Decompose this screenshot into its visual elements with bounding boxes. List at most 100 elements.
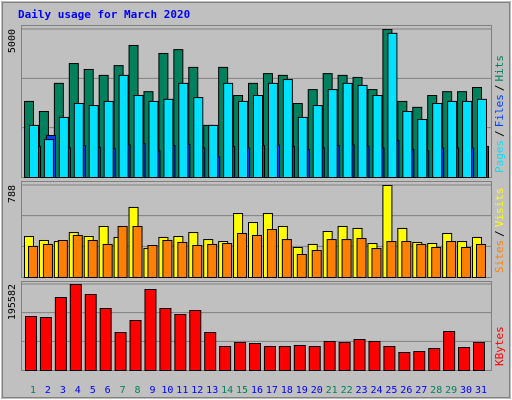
bar	[431, 246, 442, 278]
bar	[208, 124, 219, 178]
chart-title: Daily usage for March 2020	[18, 8, 190, 21]
x-tick-label: 25	[385, 385, 397, 396]
bar	[458, 347, 471, 371]
bar	[99, 308, 112, 371]
bar	[401, 241, 412, 278]
bar	[204, 332, 217, 371]
legend-separator: /	[493, 85, 506, 92]
x-tick-label: 31	[475, 385, 487, 396]
bar	[462, 100, 473, 178]
x-tick-label: 5	[90, 385, 96, 396]
bar	[178, 82, 189, 178]
bar	[443, 330, 456, 372]
bar	[446, 241, 457, 278]
bar	[477, 98, 487, 178]
bar	[402, 110, 413, 178]
bar	[428, 348, 441, 372]
legend-entry: Visits	[493, 188, 506, 228]
bar	[252, 234, 262, 278]
bar	[238, 100, 249, 178]
bar	[69, 284, 82, 371]
bar	[192, 245, 203, 278]
legend: Sites / Visits	[493, 188, 506, 274]
bar	[207, 243, 218, 279]
bar	[193, 97, 204, 178]
bar	[133, 95, 144, 178]
bar	[473, 341, 485, 371]
bar	[387, 32, 398, 178]
x-tick-label: 2	[45, 385, 51, 396]
x-tick-label: 23	[356, 385, 368, 396]
bar	[174, 314, 187, 372]
x-tick-label: 15	[236, 385, 248, 396]
y-tick-label: 195582	[7, 284, 18, 320]
x-tick-label: 18	[281, 385, 293, 396]
bar	[39, 317, 52, 372]
legend-entry: Files	[493, 94, 506, 127]
x-tick-label: 19	[296, 385, 308, 396]
x-tick-label: 14	[221, 385, 233, 396]
bar	[72, 234, 83, 278]
x-tick-label: 22	[341, 385, 353, 396]
bar	[413, 351, 426, 372]
bar	[342, 82, 353, 178]
bar	[25, 316, 37, 371]
bar	[253, 95, 263, 178]
bar	[54, 297, 67, 371]
bar	[383, 345, 396, 372]
bar	[416, 243, 427, 279]
x-tick-label: 28	[430, 385, 442, 396]
bar	[219, 345, 232, 372]
bar	[386, 241, 397, 278]
legend-entry: Sites	[493, 240, 506, 273]
bar	[103, 100, 114, 178]
bar	[308, 345, 321, 372]
bar	[147, 245, 158, 278]
x-tick-label: 13	[206, 385, 218, 396]
x-tick-label: 30	[460, 385, 472, 396]
bar	[144, 289, 157, 372]
bar	[222, 243, 233, 278]
x-tick-label: 10	[161, 385, 173, 396]
bar	[278, 345, 291, 372]
bar	[43, 139, 54, 178]
bar	[57, 239, 68, 279]
bar	[73, 103, 84, 178]
bar	[368, 341, 381, 371]
bar	[132, 225, 143, 278]
bar	[114, 332, 127, 371]
bar	[353, 339, 366, 371]
bar	[234, 341, 247, 371]
x-tick-label: 26	[400, 385, 412, 396]
bar	[237, 232, 248, 278]
bar	[267, 82, 278, 178]
x-tick-label: 9	[149, 385, 155, 396]
bar	[357, 84, 368, 178]
bar	[223, 82, 234, 178]
bar	[398, 352, 411, 371]
bar	[84, 294, 97, 371]
x-tick-label: 3	[60, 385, 66, 396]
bar	[476, 243, 486, 279]
bar	[163, 98, 174, 178]
bar	[432, 103, 443, 178]
bar	[102, 243, 113, 279]
x-tick-label: 7	[120, 385, 126, 396]
bar	[129, 320, 142, 372]
bar	[87, 239, 98, 279]
bar	[372, 95, 383, 178]
bar	[266, 229, 277, 278]
y-tick-label: 788	[7, 185, 18, 203]
legend-entry: KBytes	[493, 326, 506, 366]
x-tick-label: 6	[105, 385, 111, 396]
bar	[356, 238, 367, 279]
bar	[249, 343, 261, 372]
x-tick-label: 4	[75, 385, 81, 396]
legend: KBytes	[493, 326, 506, 366]
bar	[326, 239, 337, 278]
bar	[461, 246, 472, 278]
bar	[296, 254, 307, 278]
x-tick-label: 29	[445, 385, 457, 396]
